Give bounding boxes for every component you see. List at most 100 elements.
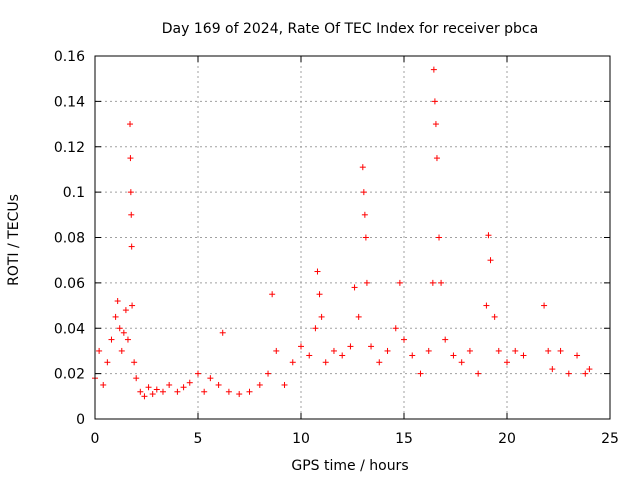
data-point — [137, 388, 144, 395]
data-point — [368, 343, 375, 350]
data-point — [133, 375, 140, 382]
data-point — [433, 155, 440, 162]
x-tick-label: 15 — [395, 431, 413, 447]
data-point — [438, 279, 445, 286]
data-point — [355, 313, 362, 320]
y-tick-label: 0.16 — [54, 49, 85, 65]
data-point — [129, 302, 136, 309]
plot-frame — [94, 55, 611, 420]
data-point — [475, 370, 482, 377]
data-point — [545, 347, 552, 354]
data-point — [153, 386, 160, 393]
data-point — [466, 347, 473, 354]
data-point — [127, 189, 134, 196]
data-point — [409, 352, 416, 359]
data-point — [432, 121, 439, 128]
data-point — [120, 329, 127, 336]
data-point — [512, 347, 519, 354]
data-point — [487, 257, 494, 264]
data-point — [186, 379, 193, 386]
data-point — [298, 343, 304, 350]
data-point — [360, 189, 367, 196]
data-point — [363, 279, 370, 286]
data-point — [265, 370, 272, 377]
data-point — [359, 164, 366, 171]
data-point — [362, 234, 369, 241]
data-point — [485, 232, 492, 239]
y-tick-label: 0.08 — [54, 231, 85, 247]
data-point — [128, 243, 135, 250]
data-point — [159, 388, 166, 395]
data-point — [431, 98, 438, 105]
data-point — [128, 211, 135, 218]
data-point — [166, 381, 173, 388]
tick-labels: 0 5 10 15 20 25 0 0.02 0.04 0.06 0.08 0.1 0.12 0.14 0.… — [54, 49, 619, 447]
y-tick-label: 0.14 — [54, 94, 85, 110]
data-point — [361, 211, 368, 218]
data-point — [549, 366, 556, 373]
data-point — [145, 384, 152, 391]
y-tick-label: 0.1 — [63, 185, 85, 201]
data-point — [108, 336, 115, 343]
data-point — [225, 388, 232, 395]
data-point — [312, 325, 319, 332]
data-point — [127, 155, 134, 162]
x-tick-label: 25 — [601, 431, 619, 447]
y-axis-label: ROTI / TECUs — [6, 194, 22, 286]
x-axis-label: GPS time / hours — [291, 458, 408, 474]
data-point — [425, 347, 432, 354]
y-tick-label: 0.02 — [54, 367, 85, 383]
data-point — [316, 291, 323, 298]
data-point — [118, 347, 125, 354]
data-point — [384, 347, 391, 354]
data-point — [436, 234, 443, 241]
data-point — [586, 366, 593, 373]
data-point — [124, 336, 131, 343]
data-point — [174, 388, 181, 395]
data-point — [504, 359, 510, 366]
data-point — [450, 352, 457, 359]
data-point — [141, 393, 148, 400]
data-point — [149, 391, 156, 398]
data-point — [256, 381, 263, 388]
grid — [95, 56, 610, 419]
x-tick-label: 20 — [498, 431, 516, 447]
data-point — [376, 359, 383, 366]
data-point — [207, 375, 214, 382]
x-tick-label: 0 — [91, 431, 100, 447]
data-point — [582, 370, 589, 377]
data-point — [483, 302, 490, 309]
data-point — [195, 370, 201, 377]
data-point — [306, 352, 313, 359]
data-point — [215, 381, 222, 388]
data-point — [401, 336, 407, 343]
data-point — [114, 298, 121, 305]
axis-ticks — [94, 55, 611, 420]
data-point — [112, 313, 119, 320]
data-point — [458, 359, 465, 366]
data-point — [491, 313, 498, 320]
data-point — [565, 370, 572, 377]
data-point — [131, 359, 138, 366]
data-point — [318, 313, 325, 320]
data-points — [92, 66, 593, 400]
data-point — [417, 370, 424, 377]
data-point — [495, 347, 502, 354]
data-point — [557, 347, 564, 354]
y-tick-label: 0.06 — [54, 276, 85, 292]
data-point — [396, 279, 403, 286]
data-point — [104, 359, 111, 366]
data-point — [269, 291, 276, 298]
data-point — [541, 302, 548, 309]
data-point — [330, 347, 337, 354]
chart-title: Day 169 of 2024, Rate Of TEC Index for r… — [162, 21, 538, 37]
data-point — [429, 279, 436, 286]
data-point — [127, 121, 134, 128]
data-point — [201, 388, 208, 395]
data-point — [442, 336, 449, 343]
data-point — [339, 352, 346, 359]
y-tick-label: 0.04 — [54, 321, 85, 337]
data-point — [520, 352, 527, 359]
data-point — [281, 381, 288, 388]
